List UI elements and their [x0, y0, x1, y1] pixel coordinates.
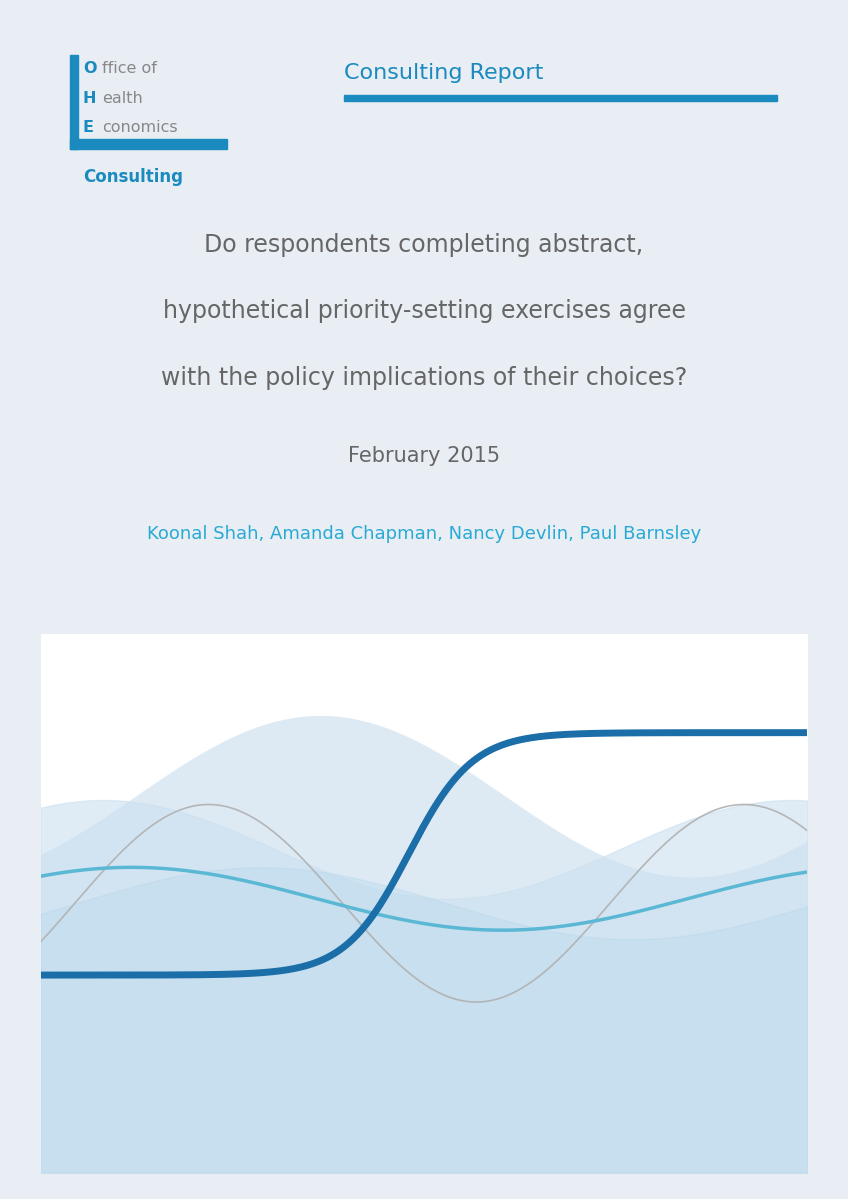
Bar [70, 139, 227, 149]
Bar [70, 55, 77, 149]
Text: H: H [83, 91, 97, 106]
Text: E: E [83, 120, 94, 135]
Text: February 2015: February 2015 [348, 446, 500, 466]
Text: ealth: ealth [102, 91, 142, 106]
Text: hypothetical priority-setting exercises agree: hypothetical priority-setting exercises … [163, 300, 685, 324]
Text: ffice of: ffice of [102, 61, 157, 76]
Text: Consulting Report: Consulting Report [343, 64, 543, 83]
Text: with the policy implications of their choices?: with the policy implications of their ch… [161, 366, 687, 390]
Bar [343, 95, 777, 101]
Text: conomics: conomics [102, 120, 178, 135]
Text: Do respondents completing abstract,: Do respondents completing abstract, [204, 233, 644, 257]
Text: Koonal Shah, Amanda Chapman, Nancy Devlin, Paul Barnsley: Koonal Shah, Amanda Chapman, Nancy Devli… [147, 525, 701, 543]
Text: O: O [83, 61, 97, 76]
Text: Consulting: Consulting [83, 168, 183, 186]
